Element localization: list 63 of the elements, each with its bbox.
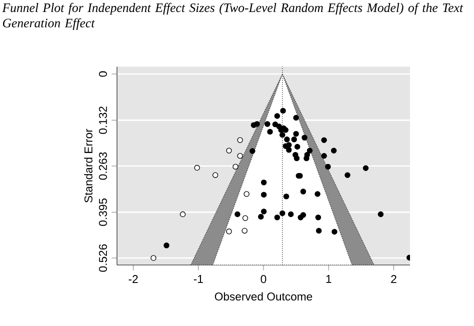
point: [226, 228, 232, 234]
point: [294, 155, 300, 162]
point: [300, 188, 306, 194]
point: [244, 191, 250, 197]
chart-title: Funnel Plot for Independent Effect Sizes (Two-Level Random Effects Model) of the Text Generation Effect: [2, 2, 464, 30]
point: [250, 148, 256, 154]
x-tick-label: 2: [391, 275, 396, 283]
point: [344, 172, 350, 178]
point: [293, 130, 299, 137]
point: [280, 210, 286, 216]
point: [288, 211, 294, 218]
point: [254, 121, 260, 127]
point: [242, 215, 248, 221]
point: [302, 134, 308, 141]
point: [260, 180, 267, 186]
point: [293, 114, 299, 121]
point: [242, 228, 248, 234]
x-tick-label: 1: [326, 275, 332, 283]
point: [234, 211, 240, 218]
point: [283, 194, 290, 200]
point: [284, 136, 290, 142]
point: [258, 214, 264, 220]
y-tick-label: 0.263: [98, 152, 107, 180]
point: [194, 164, 200, 171]
point: [226, 148, 232, 154]
y-tick-label: 0.132: [98, 106, 107, 134]
point: [362, 165, 369, 171]
point: [164, 242, 170, 248]
x-tick-label: -1: [194, 275, 203, 283]
point: [321, 137, 327, 143]
point: [237, 153, 243, 159]
point: [274, 113, 280, 119]
x-axis-title: Observed Outcome: [214, 292, 312, 301]
point: [280, 132, 286, 138]
point: [315, 214, 322, 220]
point: [232, 164, 238, 170]
point: [237, 137, 243, 143]
point: [291, 136, 297, 142]
y-tick-label: 0: [98, 71, 107, 77]
point: [321, 153, 327, 159]
point: [325, 164, 331, 170]
y-tick-label: 0.526: [98, 244, 107, 272]
point: [378, 211, 384, 218]
point: [330, 148, 337, 154]
point: [180, 211, 186, 218]
point: [306, 148, 313, 154]
y-axis-title: Standard Error: [84, 128, 92, 202]
point: [212, 172, 218, 178]
point: [314, 191, 320, 197]
x-tick-label: 0: [260, 275, 266, 284]
point: [286, 147, 292, 153]
point: [280, 108, 286, 114]
point: [332, 228, 338, 235]
point: [274, 214, 280, 220]
point: [267, 128, 273, 135]
x-tick-label: -2: [128, 275, 138, 283]
point: [260, 192, 267, 198]
y-tick-label: 0.395: [98, 198, 107, 226]
point: [264, 121, 270, 127]
point: [294, 144, 300, 150]
point: [316, 228, 322, 234]
point: [300, 212, 306, 218]
point: [260, 208, 267, 214]
